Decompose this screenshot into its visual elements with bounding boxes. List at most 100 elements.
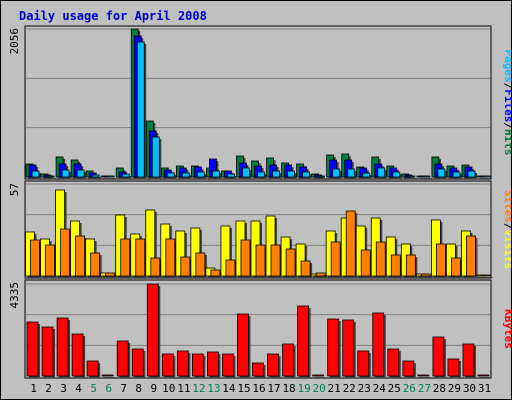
bar-sites-day-20 <box>315 272 326 277</box>
x-tick-label-day-26: 26 <box>403 382 416 395</box>
bar-sites-day-25 <box>390 254 401 277</box>
bar-pages-day-8 <box>136 41 145 178</box>
bar-kbytes-day-12 <box>191 353 204 377</box>
bar-kbytes-day-14 <box>222 353 234 377</box>
x-tick-label-day-22: 22 <box>343 382 356 395</box>
bar-kbytes-day-2 <box>41 326 54 377</box>
bar-sites-day-2 <box>45 244 55 277</box>
bar-visits-day-11 <box>175 230 186 277</box>
bar-sites-day-29 <box>451 257 461 277</box>
bar-sites-day-11 <box>180 256 191 277</box>
x-tick-label-day-15: 15 <box>237 382 250 395</box>
x-tick-label-day-25: 25 <box>388 382 401 395</box>
x-tick-label-day-12: 12 <box>192 382 205 395</box>
bar-pages-day-26 <box>407 175 416 178</box>
x-tick-label-day-6: 6 <box>105 382 112 395</box>
bar-shadow <box>102 275 112 278</box>
bar-shadow <box>229 176 237 179</box>
bar-sites-day-14 <box>225 259 236 277</box>
x-tick-label-day-7: 7 <box>120 382 127 395</box>
x-tick-label-day-30: 30 <box>463 382 476 395</box>
x-tick-label-day-21: 21 <box>328 382 341 395</box>
bar-sites-day-22 <box>345 210 356 277</box>
bar-sites-day-27 <box>420 273 431 277</box>
bar-pages-day-4 <box>76 169 85 178</box>
legend-part: / <box>502 223 511 230</box>
bar-kbytes-day-10 <box>161 353 174 377</box>
bar-shadow <box>418 276 428 278</box>
bar-pages-day-31 <box>482 175 491 178</box>
x-tick-label-day-5: 5 <box>90 382 97 395</box>
x-tick-label-day-4: 4 <box>75 382 82 395</box>
y-max-label-hits-files-pages: 2056 <box>8 28 21 55</box>
bar-shadow <box>319 178 327 179</box>
bar-kbytes-day-3 <box>56 317 69 377</box>
bar-sites-day-21 <box>330 241 341 277</box>
legend-part: Pages <box>502 50 511 83</box>
bar-kbytes-day-1 <box>26 321 39 377</box>
x-tick-label-day-16: 16 <box>252 382 265 395</box>
bar-kbytes-day-9 <box>146 283 159 377</box>
bar-pages-day-20 <box>317 175 326 178</box>
bar-shadow <box>409 178 417 179</box>
bar-kbytes-day-15 <box>237 313 249 377</box>
bar-pages-day-6 <box>106 175 115 178</box>
bar-pages-day-27 <box>422 175 431 178</box>
bar-kbytes-day-5 <box>86 360 99 377</box>
bar-shadow <box>107 275 117 278</box>
bar-kbytes-day-17 <box>267 353 279 377</box>
bar-pages-day-13 <box>212 170 220 178</box>
legend-part: Hits <box>502 129 511 156</box>
bar-pages-day-5 <box>91 174 100 178</box>
bar-pages-day-19 <box>302 171 310 178</box>
bar-shadow <box>484 178 492 179</box>
panel-hits-files-pages <box>24 25 492 180</box>
bar-shadow <box>109 178 117 179</box>
y-max-label-visits-sites: 57 <box>8 183 21 196</box>
bar-pages-day-28 <box>437 168 446 178</box>
bar-pages-day-16 <box>257 171 265 178</box>
bar-visits-day-14 <box>220 225 231 277</box>
bar-kbytes-day-13 <box>207 351 219 377</box>
bar-shadow <box>479 377 491 378</box>
bar-pages-day-25 <box>392 171 401 178</box>
bar-shadow <box>94 177 102 179</box>
x-tick-label-day-23: 23 <box>358 382 371 395</box>
right-legend-visits-sites: Sites/Visits <box>502 190 511 270</box>
x-tick-label-day-1: 1 <box>30 382 37 395</box>
bar-pages-day-11 <box>181 172 190 178</box>
y-max-label-kbytes: 4335 <box>8 282 21 309</box>
bar-pages-day-21 <box>332 168 341 178</box>
bar-pages-day-3 <box>61 169 70 178</box>
bar-sites-day-5 <box>90 252 101 277</box>
bar-sites-day-10 <box>165 238 176 277</box>
bar-kbytes-day-16 <box>252 362 264 377</box>
bar-pages-day-14 <box>227 173 235 178</box>
bar-sites-day-30 <box>466 235 476 277</box>
x-tick-label-day-3: 3 <box>60 382 67 395</box>
legend-part: / <box>502 122 511 129</box>
bar-pages-day-12 <box>196 171 205 178</box>
bar-pages-day-2 <box>46 175 55 178</box>
bar-kbytes-day-11 <box>176 350 189 377</box>
bar-visits-day-19 <box>295 243 306 277</box>
bar-sites-day-4 <box>75 235 86 277</box>
legend-part: KBytes <box>502 309 511 349</box>
bar-kbytes-day-8 <box>131 348 144 377</box>
bar-sites-day-13 <box>210 269 221 277</box>
bar-kbytes-day-4 <box>71 333 84 377</box>
chart-title: Daily usage for April 2008 <box>19 9 207 23</box>
bar-sites-day-1 <box>30 239 40 277</box>
bar-sites-day-3 <box>60 228 70 277</box>
bar-sites-day-24 <box>375 241 386 277</box>
bar-kbytes-day-7 <box>116 340 129 377</box>
x-tick-label-day-13: 13 <box>207 382 220 395</box>
right-legend-hits-files-pages: Pages/Files/Hits <box>502 50 511 156</box>
x-tick-label-day-8: 8 <box>135 382 142 395</box>
bar-shadow <box>424 178 432 179</box>
bar-sites-day-28 <box>435 243 446 277</box>
x-tick-label-day-27: 27 <box>418 382 431 395</box>
x-tick-label-day-29: 29 <box>448 382 461 395</box>
bar-shadow <box>423 276 433 278</box>
